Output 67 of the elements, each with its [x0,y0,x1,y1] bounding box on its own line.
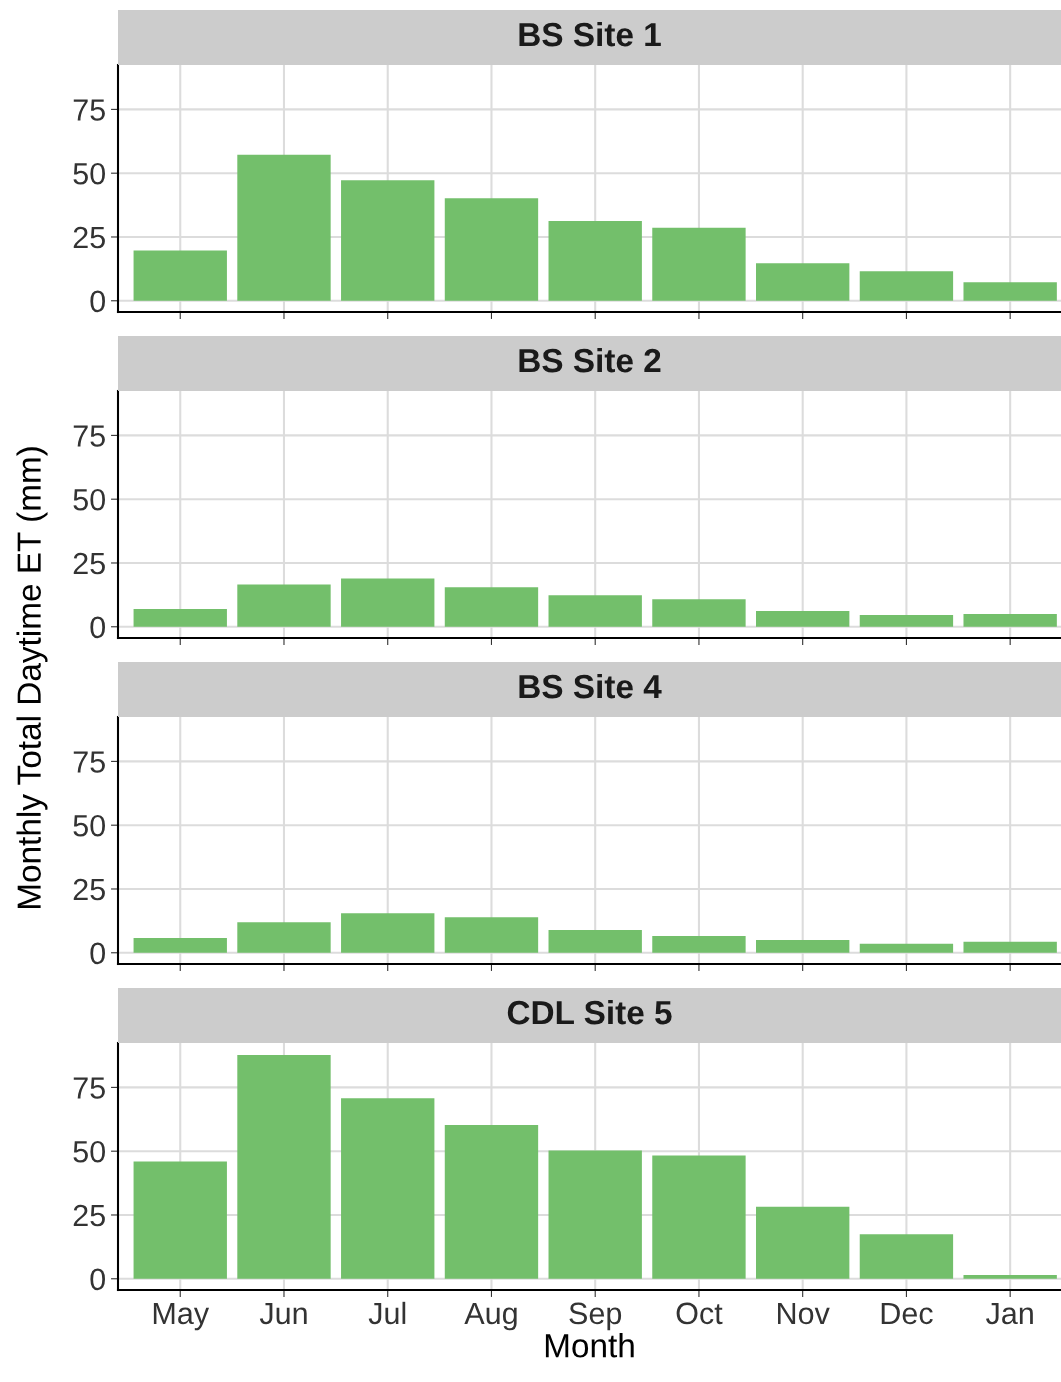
bar [859,271,954,301]
bar [133,1161,227,1279]
y-tick-label: 75 [73,425,105,447]
y-tick-label: 0 [90,1268,105,1291]
y-tick-label: 0 [90,290,105,313]
bar [652,227,746,301]
bar [444,198,539,301]
bar [963,282,1057,301]
y-tick-label: 25 [73,552,105,575]
y-tick-label: 75 [73,99,105,121]
chart-title: BS Site 2 [519,347,661,373]
bar [341,913,435,953]
bar [133,937,227,953]
bar [756,610,850,627]
y-tick-label: 50 [73,488,105,511]
bar [756,940,850,953]
y-tick-label: 0 [90,942,105,965]
bar [963,941,1057,953]
bar [341,578,435,627]
y-axis-title: Monthly Total Daytime ET (mm) [16,447,48,909]
bar [237,584,331,627]
x-axis-title: Month [545,1333,634,1358]
x-tick-label: Sep [569,1302,622,1331]
chart-title: CDL Site 5 [507,999,672,1025]
bar [341,180,435,301]
y-tick-label: 25 [73,1204,105,1227]
chart-title: BS Site 1 [519,21,661,47]
y-tick-label: 50 [73,162,105,185]
bar [548,930,642,953]
y-tick-label: 75 [73,1077,105,1099]
x-tick-label: Oct [676,1302,723,1325]
bar [133,608,227,627]
bar [859,943,954,953]
bar [548,1150,642,1279]
bar [548,220,642,301]
bar [237,154,331,301]
bar [237,1054,331,1279]
bar [963,1274,1057,1279]
x-tick-label: Jun [259,1302,307,1325]
y-tick-label: 25 [73,226,105,249]
bar [652,599,746,627]
bar [444,917,539,953]
x-tick-label: Jul [368,1301,406,1325]
bar [859,1234,954,1279]
y-tick-label: 25 [73,878,105,901]
x-tick-label: Nov [778,1302,830,1325]
bar [756,1206,850,1279]
x-tick-label: Jan [986,1302,1033,1325]
bar [652,1155,746,1279]
bar [859,615,954,627]
bar [652,935,746,953]
x-tick-label: Aug [464,1302,517,1331]
bar [341,1098,435,1279]
bar [237,922,331,953]
bar [444,587,539,627]
y-tick-label: 50 [73,814,105,837]
bar [548,595,642,627]
bar [444,1124,539,1279]
y-tick-label: 0 [90,616,105,639]
x-tick-label: May [153,1302,210,1331]
y-tick-label: 50 [73,1140,105,1163]
bar [133,250,227,301]
x-tick-label: Dec [881,1302,933,1325]
y-tick-label: 75 [73,751,105,773]
bar [963,614,1057,627]
chart-title: BS Site 4 [519,673,662,699]
bar [756,263,850,301]
